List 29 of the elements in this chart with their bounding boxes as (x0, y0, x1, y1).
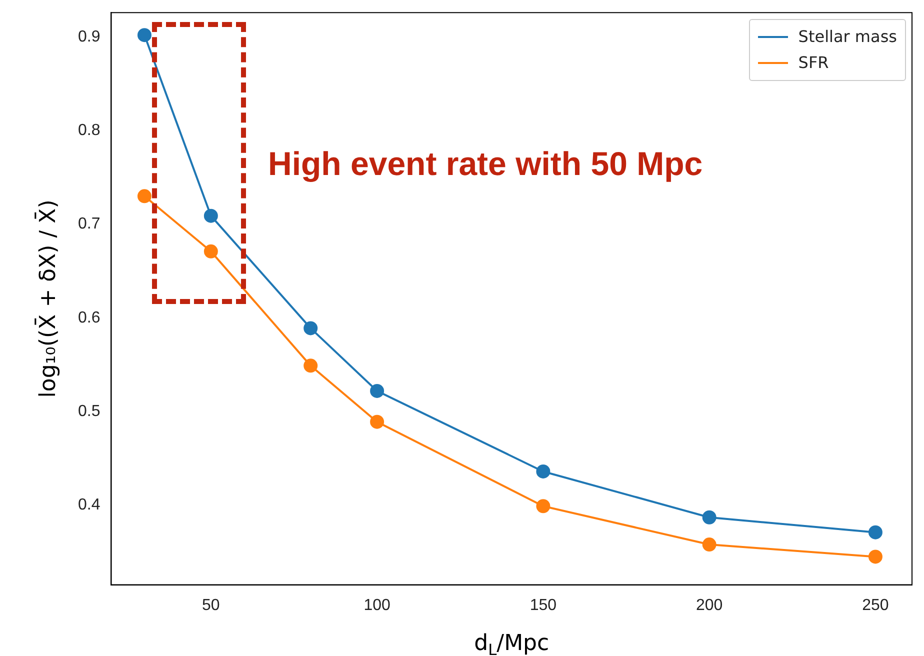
point (868, 525, 882, 540)
point (702, 538, 716, 552)
y-tick-label: 0.8 (78, 122, 100, 140)
point (536, 464, 550, 478)
x-tick-label: 250 (862, 596, 889, 614)
point (702, 510, 716, 524)
y-tick-label: 0.7 (78, 216, 100, 233)
legend-label: SFR (798, 52, 829, 72)
point (304, 321, 318, 336)
x-tick-label: 150 (530, 596, 557, 614)
y-axis-title: log₁₀((X̄ + δX) / X̄) (34, 200, 61, 398)
x-tick-label: 100 (364, 596, 390, 614)
point (137, 189, 152, 204)
y-tick-label: 0.9 (78, 28, 100, 46)
legend-label: Stellar mass (798, 26, 897, 46)
point (304, 358, 318, 373)
y-tick-label: 0.5 (78, 402, 100, 420)
point (868, 550, 882, 564)
x-tick-label: 50 (202, 596, 220, 614)
x-tick-label: 200 (696, 596, 723, 614)
point (204, 208, 218, 223)
point (370, 384, 384, 398)
point (204, 244, 218, 258)
y-tick-label: 0.4 (78, 496, 100, 514)
point (370, 414, 384, 429)
point (137, 28, 152, 42)
annotation: High event rate with 50 Mpc (268, 145, 703, 183)
y-tick-label: 0.6 (78, 309, 100, 326)
point (536, 499, 550, 514)
